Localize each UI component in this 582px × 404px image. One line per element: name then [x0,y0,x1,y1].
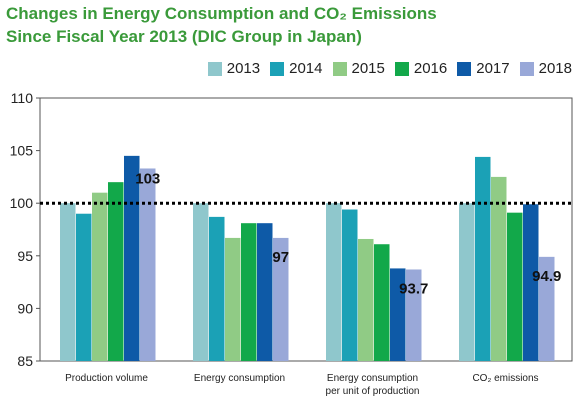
legend-swatch [270,61,285,76]
bar-2017 [124,155,140,361]
chart-title: Changes in Energy Consumption and CO₂ Em… [6,2,437,48]
y-tick-label: 105 [10,143,34,159]
plot-frame [39,97,573,362]
legend-label: 2016 [413,60,448,77]
bar-2015 [491,176,507,361]
chart-title-line-1: Changes in Energy Consumption and CO₂ Em… [6,4,437,23]
bar-2017 [523,204,539,361]
legend-swatch [332,61,347,76]
data-label: 103 [135,170,160,187]
bar-2013 [459,203,475,361]
bar-2017 [257,223,273,361]
bar-2018 [406,269,422,361]
bar-2018 [539,256,555,361]
legend-label: 2013 [226,60,261,77]
legend-swatch [394,61,409,76]
legend-item-2017: 2017 [457,60,510,77]
chart-title-line-2: Since Fiscal Year 2013 (DIC Group in Jap… [6,27,362,46]
bar-2014 [209,216,225,361]
bar-2016 [507,212,523,361]
y-tick-label: 90 [17,300,33,316]
bar-2013 [326,203,342,361]
bar-2018 [273,237,289,361]
legend-label: 2017 [476,60,510,77]
legend-label: 2015 [351,60,385,77]
x-category-label: Energy consumption [327,373,418,384]
bar-2016 [108,182,124,361]
x-category-label: Energy consumption [194,373,285,384]
y-tick-label: 95 [17,248,33,264]
bar-2015 [92,192,108,361]
chart-legend: 2013 2014 2015 2016 2017 2018 [207,60,572,77]
x-category-label: Production volume [65,373,148,384]
bar-2017 [390,268,406,361]
x-category-label: per unit of production [326,386,420,397]
data-label: 97 [272,249,289,266]
legend-swatch [519,61,534,76]
bar-2014 [76,213,92,361]
y-tick-label: 110 [11,90,34,106]
bar-2013 [60,203,76,361]
legend-item-2015: 2015 [332,60,385,77]
bar-2015 [358,238,374,361]
legend-swatch [207,61,222,76]
legend-item-2016: 2016 [394,60,448,77]
y-tick-label: 85 [17,353,33,369]
bar-2016 [241,223,257,361]
bar-2014 [342,209,358,361]
legend-label: 2014 [289,60,323,77]
legend-swatch [457,61,472,76]
x-category-label: CO₂ emissions [472,373,538,384]
bar-2015 [225,237,241,361]
legend-item-2013: 2013 [207,60,261,77]
data-label: 94.9 [532,268,561,285]
bar-2016 [374,244,390,361]
bar-2014 [475,156,491,361]
y-tick-label: 100 [10,195,34,211]
legend-label: 2018 [538,60,572,77]
legend-item-2018: 2018 [519,60,572,77]
data-label: 93.7 [399,280,428,297]
bar-2018 [140,168,156,361]
bar-2013 [193,203,209,361]
legend-item-2014: 2014 [270,60,323,77]
